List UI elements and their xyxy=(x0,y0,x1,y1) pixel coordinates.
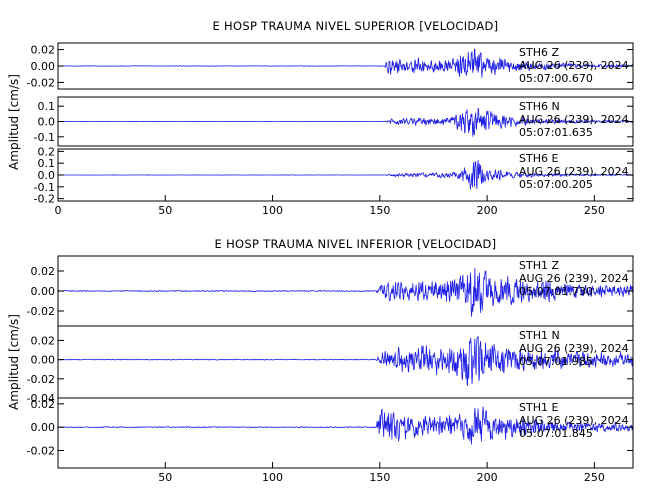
chart-lower: E HOSP TRAUMA NIVEL INFERIOR [VELOCIDAD]… xyxy=(7,237,634,484)
station-annotation: 05:07:01.845 xyxy=(519,427,593,440)
y-axis-label: Amplitud [cm/s] xyxy=(7,314,21,410)
station-annotation: AUG 26 (239), 2024 xyxy=(519,165,629,178)
x-tick-label: 100 xyxy=(262,204,283,217)
y-tick-label: 0.0 xyxy=(38,169,56,182)
x-tick-label: 150 xyxy=(369,204,390,217)
station-annotation: 05:07:01.985 xyxy=(519,355,593,368)
x-tick-label: 0 xyxy=(55,204,62,217)
chart-title: E HOSP TRAUMA NIVEL SUPERIOR [VELOCIDAD] xyxy=(213,19,499,33)
waveform-trace xyxy=(57,267,634,317)
y-tick-label: 0.00 xyxy=(31,285,56,298)
station-annotation: 05:07:00.670 xyxy=(519,72,593,85)
station-annotation: AUG 26 (239), 2024 xyxy=(519,113,629,126)
y-tick-label: -0.2 xyxy=(34,193,55,206)
station-annotation: STH6 N xyxy=(519,100,560,113)
waveform-trace xyxy=(57,108,634,137)
y-tick-label: 0.02 xyxy=(31,265,56,278)
station-annotation: AUG 26 (239), 2024 xyxy=(519,272,629,285)
station-annotation: STH6 Z xyxy=(519,46,559,59)
y-tick-label: 0.00 xyxy=(31,354,56,367)
x-tick-label: 200 xyxy=(477,204,498,217)
x-tick-label: 150 xyxy=(369,471,390,484)
station-annotation: STH1 E xyxy=(519,401,558,414)
y-tick-label: 0.1 xyxy=(38,100,56,113)
y-tick-label: -0.1 xyxy=(34,181,55,194)
waveform-trace xyxy=(57,48,634,78)
y-axis-label: Amplitud [cm/s] xyxy=(7,74,21,170)
station-annotation: STH1 N xyxy=(519,329,560,342)
y-tick-label: -0.02 xyxy=(27,305,55,318)
x-tick-label: 250 xyxy=(584,471,605,484)
x-tick-label: 50 xyxy=(158,471,172,484)
station-annotation: 05:07:01.730 xyxy=(519,285,593,298)
y-tick-label: -0.04 xyxy=(27,392,55,405)
waveform-trace xyxy=(57,406,634,445)
station-annotation: STH1 Z xyxy=(519,259,559,272)
y-tick-label: 0.00 xyxy=(31,60,56,73)
y-tick-label: 0.1 xyxy=(38,157,56,170)
panel-frame xyxy=(57,397,634,469)
y-tick-label: -0.02 xyxy=(27,76,55,89)
waveform-trace xyxy=(58,160,634,190)
chart-upper: E HOSP TRAUMA NIVEL SUPERIOR [VELOCIDAD]… xyxy=(7,19,634,217)
x-tick-label: 100 xyxy=(262,471,283,484)
y-tick-label: -0.02 xyxy=(27,373,55,386)
x-tick-label: 250 xyxy=(584,204,605,217)
station-annotation: AUG 26 (239), 2024 xyxy=(519,414,629,427)
y-tick-label: 0.2 xyxy=(38,145,56,158)
y-tick-label: 0.00 xyxy=(31,421,56,434)
y-tick-label: -0.1 xyxy=(34,131,55,144)
station-annotation: AUG 26 (239), 2024 xyxy=(519,342,629,355)
station-annotation: AUG 26 (239), 2024 xyxy=(519,59,629,72)
waveform-trace xyxy=(57,336,634,386)
x-tick-label: 200 xyxy=(477,471,498,484)
y-tick-label: 0.02 xyxy=(31,334,56,347)
y-tick-label: 0.02 xyxy=(31,398,56,411)
y-tick-label: -0.02 xyxy=(27,445,55,458)
chart-title: E HOSP TRAUMA NIVEL INFERIOR [VELOCIDAD] xyxy=(215,237,497,251)
station-annotation: 05:07:00.205 xyxy=(519,178,593,191)
y-tick-label: 0.0 xyxy=(38,116,56,129)
station-annotation: 05:07:01.635 xyxy=(519,126,593,139)
station-annotation: STH6 E xyxy=(519,152,558,165)
y-tick-label: 0.02 xyxy=(31,44,56,57)
x-tick-label: 50 xyxy=(158,204,172,217)
